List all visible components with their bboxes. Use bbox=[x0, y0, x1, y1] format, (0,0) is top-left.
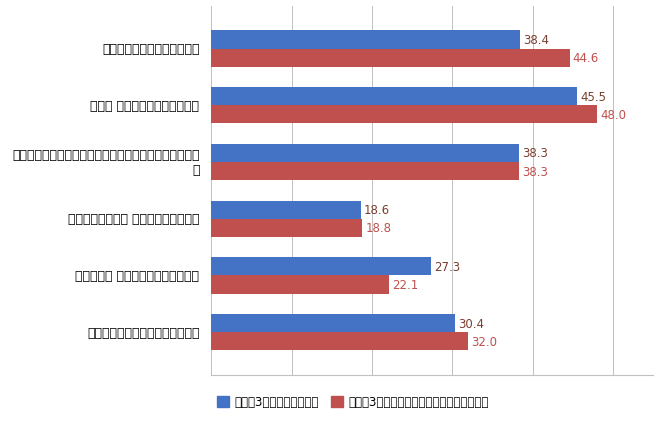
Bar bbox=[211, 276, 389, 294]
Text: 22.1: 22.1 bbox=[392, 278, 418, 291]
Bar bbox=[211, 163, 519, 181]
Text: 44.6: 44.6 bbox=[573, 52, 599, 65]
Text: 32.0: 32.0 bbox=[471, 335, 498, 348]
Text: 48.0: 48.0 bbox=[600, 109, 626, 121]
Bar bbox=[211, 144, 519, 163]
Text: 45.5: 45.5 bbox=[580, 90, 606, 104]
Text: 18.8: 18.8 bbox=[366, 222, 391, 235]
Text: 38.3: 38.3 bbox=[522, 147, 548, 160]
Legend: 初職を3年以上継続した者, 初職を3年未満で退職した者（早期離職者）: 初職を3年以上継続した者, 初職を3年未満で退職した者（早期離職者） bbox=[217, 395, 489, 409]
Text: 38.4: 38.4 bbox=[523, 34, 549, 47]
Bar bbox=[211, 106, 597, 124]
Text: 27.3: 27.3 bbox=[434, 260, 460, 273]
Text: 18.6: 18.6 bbox=[364, 204, 390, 217]
Bar bbox=[211, 201, 360, 219]
Bar bbox=[211, 314, 455, 332]
Bar bbox=[211, 31, 519, 49]
Text: 30.4: 30.4 bbox=[459, 317, 484, 330]
Bar bbox=[211, 88, 577, 106]
Bar bbox=[211, 332, 469, 351]
Text: 38.3: 38.3 bbox=[522, 165, 548, 178]
Bar bbox=[211, 219, 362, 237]
Bar bbox=[211, 258, 430, 276]
Bar bbox=[211, 49, 570, 67]
